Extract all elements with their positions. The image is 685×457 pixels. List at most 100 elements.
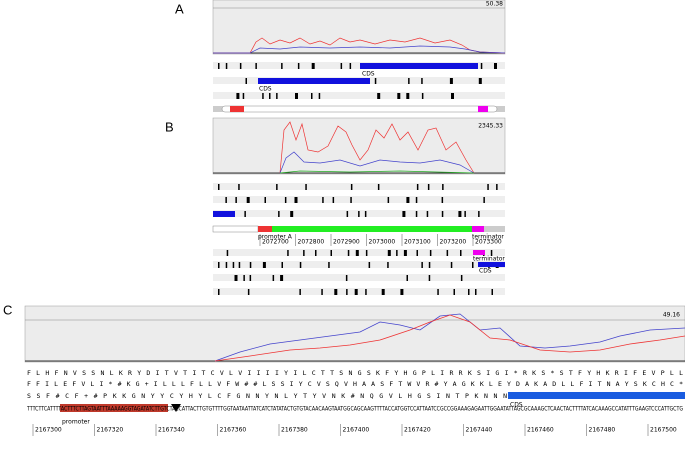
read-mark: [249, 275, 252, 281]
read-mark: [355, 250, 359, 256]
read-mark: [450, 262, 453, 268]
read-mark: [330, 250, 332, 256]
read-mark: [428, 262, 431, 268]
read-mark: [491, 289, 493, 295]
read-mark: [349, 63, 352, 69]
read-mark: [350, 184, 353, 190]
coverage-line: [213, 37, 506, 54]
read-mark: [494, 63, 497, 69]
read-mark: [460, 250, 462, 256]
coverage-area: [212, 117, 506, 175]
read-mark: [284, 197, 287, 203]
read-mark: [402, 211, 406, 217]
read-mark: [255, 63, 257, 69]
position-label: 2167480: [589, 427, 616, 434]
position-label: 2167420: [404, 427, 431, 434]
read-mark: [218, 184, 220, 190]
cds-feature: [213, 211, 235, 217]
read-mark: [387, 262, 389, 268]
read-mark: [244, 211, 246, 217]
read-mark: [451, 93, 454, 99]
read-mark: [315, 250, 317, 256]
read-mark: [295, 93, 298, 99]
read-mark: [416, 184, 419, 190]
terminator-feature: [478, 106, 488, 112]
read-mark: [354, 289, 358, 295]
read-mark: [238, 262, 241, 268]
track: [213, 261, 505, 268]
read-mark: [437, 289, 439, 295]
read-mark: [299, 262, 302, 268]
promoter-feature: [258, 226, 272, 232]
max-value: 2345.33: [478, 123, 503, 130]
position-label: 2073000: [369, 239, 396, 246]
reading-frame: F L H F N V S S N L K R Y D I T V T I T …: [27, 369, 683, 377]
track: [213, 62, 505, 69]
read-mark: [377, 184, 380, 190]
read-mark: [272, 275, 275, 281]
read-mark: [347, 250, 350, 256]
read-mark: [238, 184, 240, 190]
read-mark: [262, 262, 266, 268]
read-mark: [483, 197, 485, 203]
read-mark: [245, 78, 247, 84]
read-mark: [318, 93, 321, 99]
coverage-line: [214, 314, 685, 362]
position-label: 2167440: [466, 427, 493, 434]
read-mark: [396, 250, 398, 256]
feature-label: CDS: [479, 268, 492, 275]
read-mark: [247, 289, 250, 295]
coverage-line: [279, 170, 475, 174]
read-mark: [243, 275, 245, 281]
read-mark: [416, 250, 418, 256]
read-mark: [225, 262, 228, 268]
read-mark: [387, 197, 390, 203]
position-label: 2073300: [475, 239, 502, 246]
read-mark: [406, 93, 410, 99]
read-mark: [358, 211, 360, 217]
read-mark: [429, 250, 432, 256]
read-mark: [232, 262, 235, 268]
read-mark: [421, 93, 424, 99]
read-mark: [236, 93, 240, 99]
track: [213, 288, 505, 295]
read-mark: [421, 262, 423, 268]
read-mark: [464, 211, 466, 217]
coverage-line: [213, 45, 506, 54]
reading-frame: F F I L E F V L I * # K G + I L L L F L …: [27, 380, 683, 388]
feature-label: promoter A: [258, 234, 293, 241]
position-label: 2073200: [440, 239, 467, 246]
read-mark: [475, 289, 477, 295]
promoter-feature: [230, 106, 244, 112]
read-mark: [400, 289, 404, 295]
max-value: 50.38: [486, 1, 503, 8]
read-mark: [421, 78, 423, 84]
read-mark: [334, 289, 338, 295]
read-mark: [235, 197, 237, 203]
track: [213, 196, 505, 203]
read-mark: [381, 289, 385, 295]
coverage-line: [279, 121, 475, 174]
marker-arrow: [171, 404, 181, 412]
read-mark: [311, 63, 315, 69]
read-mark: [294, 197, 298, 203]
gene-feature: [272, 226, 472, 232]
read-mark: [218, 262, 220, 268]
read-mark: [226, 250, 229, 256]
read-mark: [218, 63, 220, 69]
read-mark: [287, 250, 289, 256]
read-mark: [264, 197, 266, 203]
read-mark: [321, 289, 323, 295]
position-label: 2167300: [35, 427, 62, 434]
read-mark: [311, 93, 313, 99]
read-mark: [340, 63, 343, 69]
read-mark: [246, 197, 250, 203]
track: [213, 183, 505, 190]
read-mark: [276, 93, 278, 99]
read-mark: [387, 250, 391, 256]
read-mark: [345, 275, 348, 281]
read-mark: [346, 289, 348, 295]
panel-label: C: [3, 302, 12, 317]
read-mark: [332, 197, 335, 203]
terminator-feature: [473, 250, 485, 255]
